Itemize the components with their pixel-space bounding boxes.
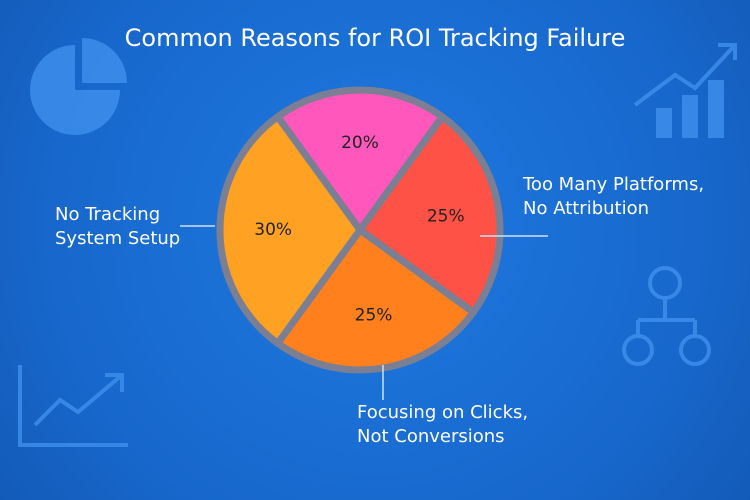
- category-label: Focusing on Clicks, Not Conversions: [357, 402, 529, 447]
- data-label: 20%: [341, 133, 379, 153]
- pie-slice: [356, 113, 504, 316]
- decoration: [18, 38, 737, 447]
- data-label: 25%: [355, 306, 393, 326]
- pie-slice: [274, 226, 477, 374]
- pie: 20% 25% 25% 30%: [180, 86, 548, 400]
- pie-slice: [274, 86, 446, 234]
- chart-title: Common Reasons for ROI Tracking Failure: [124, 24, 626, 52]
- data-label: 30%: [254, 220, 292, 240]
- pie-slice: [216, 113, 364, 347]
- data-label: 25%: [427, 206, 465, 226]
- category-label: No Tracking System Setup: [55, 204, 181, 249]
- category-label: Too Many Platforms, No Attribution: [523, 174, 705, 219]
